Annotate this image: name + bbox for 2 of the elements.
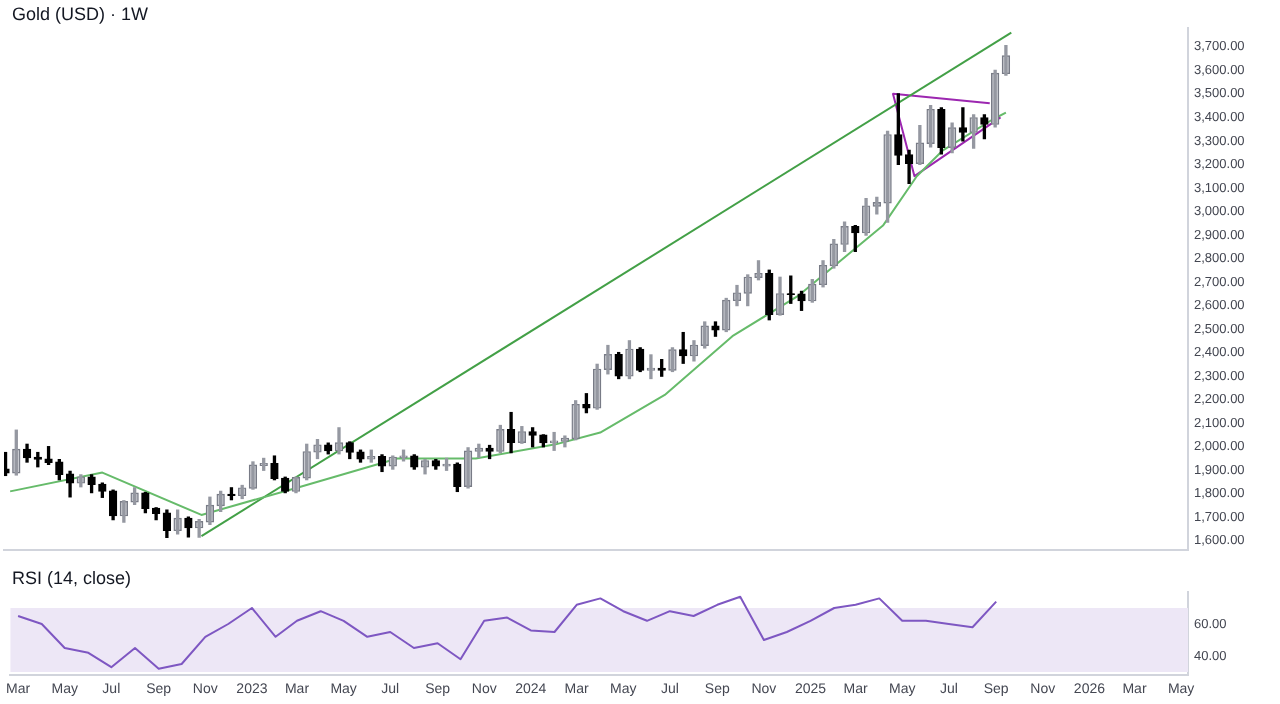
chart-title: RSI (14, close): [12, 568, 132, 588]
chart-title: Gold (USD) · 1W: [12, 4, 149, 24]
